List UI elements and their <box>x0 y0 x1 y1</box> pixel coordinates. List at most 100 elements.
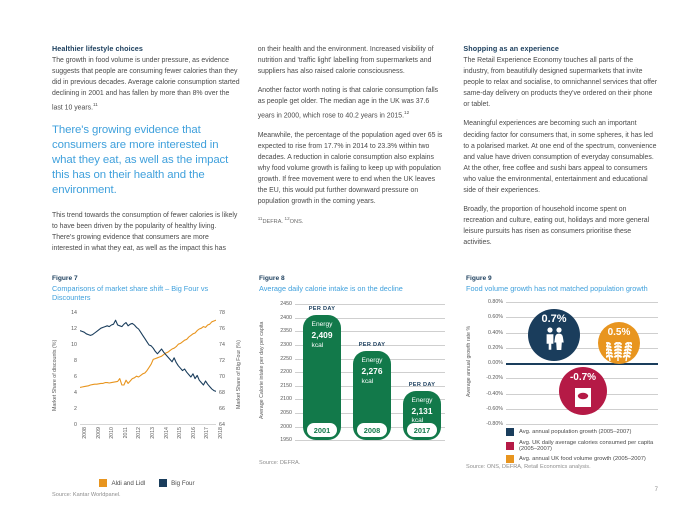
y-axis-tick-left: 8 <box>74 358 77 365</box>
legend-item[interactable]: Big Four <box>159 479 195 488</box>
bar-energy-label: Energy <box>311 321 333 329</box>
axis-baseline <box>80 424 216 426</box>
legend-item[interactable]: Avg. UK daily average calories consumed … <box>506 440 662 452</box>
y-axis-tick: 2250 <box>280 355 292 362</box>
y-axis-tick-right: 74 <box>219 342 225 349</box>
column-one: Healthier lifestyle choices The growth i… <box>52 44 241 262</box>
people-icon <box>546 327 564 350</box>
y-axis-tick-left: 14 <box>71 310 77 317</box>
bar-per-day-label: PER DAY <box>408 381 436 388</box>
legend-swatch <box>506 454 514 463</box>
gridline <box>506 347 658 349</box>
legend-item[interactable]: Avg. annual UK food volume growth (2005–… <box>506 454 662 463</box>
figure-title: Food volume growth has not matched popul… <box>466 284 648 294</box>
x-axis-tick: 2011 <box>122 427 129 439</box>
section-heading-shopping-experience: Shopping as an experience <box>463 44 559 53</box>
bar-unit: kcal <box>311 341 324 349</box>
section-heading-healthier-lifestyle: Healthier lifestyle choices <box>52 44 143 53</box>
x-axis-tick: 2009 <box>95 427 102 439</box>
figure-number: Figure 7 <box>52 275 78 283</box>
x-axis-tick: 2016 <box>190 427 197 439</box>
legend-swatch <box>506 441 514 450</box>
gridline <box>506 317 658 319</box>
y-axis-label: Average annual growth rate % <box>466 325 472 397</box>
article-columns: Healthier lifestyle choices The growth i… <box>52 44 658 262</box>
column-two: on their health and the environment. Inc… <box>258 44 447 262</box>
paragraph-text: The growth in food volume is under press… <box>52 57 240 112</box>
x-axis-tick: 2013 <box>150 427 156 439</box>
bar-unit: kcal <box>411 417 424 425</box>
y-axis-tick: 2000 <box>280 423 292 430</box>
x-axis-tick: 2014 <box>163 427 170 439</box>
figure-8: Figure 8 Average daily calorie intake is… <box>259 275 449 498</box>
page-number: 7 <box>654 487 658 493</box>
bar-energy-label: Energy <box>411 396 433 404</box>
figure-9-legend: Avg. annual population growth (2005–2007… <box>506 428 662 466</box>
figure-8-plot-area: 2450 2400 2350 2300 2250 2200 2150 2100 2050 2000… <box>280 301 445 443</box>
y-axis-tick: -0.40% <box>486 390 503 397</box>
paragraph: Meanwhile, the percentage of the populat… <box>257 131 443 206</box>
legend-label: Aldi and Lidl <box>111 479 146 487</box>
legend-swatch <box>159 479 168 488</box>
paragraph: The Retail Experience Economy touches al… <box>463 57 658 109</box>
y-axis-label-left: Market Share of discounts (%) <box>52 339 58 411</box>
y-axis-tick: -0.60% <box>486 405 503 412</box>
data-bubble: -0.7% <box>559 367 607 416</box>
y-axis-tick-right: 70 <box>219 374 225 381</box>
y-axis-tick: 2100 <box>280 396 292 403</box>
y-axis-tick: -0.20% <box>486 375 503 382</box>
zero-axis-line <box>506 363 658 365</box>
figure-9: Figure 9 Food volume growth has not matc… <box>466 275 662 498</box>
data-bubble: 0.7% <box>528 308 580 361</box>
bar-year-badge: 2001 <box>307 423 337 438</box>
figure-9-chart: Average annual growth rate % 0.80% 0.60% 0… <box>466 299 662 463</box>
gridline <box>506 424 658 426</box>
gridline <box>295 304 445 306</box>
gridline <box>506 302 658 304</box>
bubble-value: -0.7% <box>569 372 597 384</box>
footnote-marker: 12 <box>284 215 290 221</box>
paragraph: Broadly, the proportion of household inc… <box>463 206 650 247</box>
figure-source: Source: Kantar Worldpanel. <box>52 492 121 499</box>
figure-7-x-axis: 2008 2009 2010 2011 2012 2013 2014 2015 2016 2017… <box>80 427 224 453</box>
footnotes: 11DEFRA. 12ONS. <box>257 215 304 225</box>
y-axis-tick-left: 6 <box>74 374 77 381</box>
bar-value: 2,131 kcal <box>411 405 433 425</box>
wheat-icon <box>606 341 632 361</box>
x-axis-tick: 2008 <box>82 427 88 439</box>
figure-title: Comparisons of market share shift – Big … <box>52 284 209 303</box>
shopping-bag-icon <box>575 388 591 408</box>
y-axis-tick-left: 0 <box>74 422 77 429</box>
y-axis-tick: 2450 <box>280 301 292 308</box>
y-axis-tick: 2200 <box>280 369 292 376</box>
x-axis-tick: 2018 <box>218 427 224 439</box>
paragraph: This trend towards the consumption of fe… <box>52 211 238 253</box>
y-axis-tick: 2050 <box>280 409 292 416</box>
legend-item[interactable]: Avg. annual population growth (2005–2007… <box>506 428 662 437</box>
y-axis-tick-right: 78 <box>219 310 225 317</box>
data-bubble: 0.5% <box>598 321 640 364</box>
y-axis-tick-right: 66 <box>219 406 225 413</box>
y-axis-tick: 0.40% <box>487 329 503 336</box>
y-axis-tick-left: 10 <box>71 342 77 349</box>
bar-value: 2,409 kcal <box>311 330 333 349</box>
y-axis-tick: 2300 <box>280 341 292 348</box>
y-axis-tick: 0.80% <box>487 299 503 306</box>
bar: PER DAY Energy 2,409 kcal 2001 <box>303 306 341 441</box>
y-axis-label-right: Market Share of Big Four (%) <box>236 340 242 410</box>
x-axis-tick: 2017 <box>204 427 211 439</box>
figure-7-chart: Market Share of discounts (%) Market Sha… <box>52 309 242 459</box>
column-three: Shopping as an experience The Retail Exp… <box>463 44 658 262</box>
y-axis-tick-left: 12 <box>71 326 77 333</box>
y-axis-label: Average Calorie intake per day per capit… <box>259 321 265 419</box>
bar: PER DAY Energy 2,276 kcal 2008 <box>353 342 391 441</box>
figure-source: Source: DEFRA. <box>259 460 301 467</box>
gridline <box>295 344 445 346</box>
figure-source: Source: ONS, DEFRA, Retail Economics ana… <box>466 464 591 471</box>
figure-7-series-lines <box>80 319 216 393</box>
figure-7: Figure 7 Comparisons of market share shi… <box>52 275 242 498</box>
y-axis-tick-right: 72 <box>219 358 225 365</box>
legend-item[interactable]: Aldi and Lidl <box>99 479 146 488</box>
footnote-ref: 11 <box>92 102 98 108</box>
bar-per-day-label: PER DAY <box>358 342 386 349</box>
